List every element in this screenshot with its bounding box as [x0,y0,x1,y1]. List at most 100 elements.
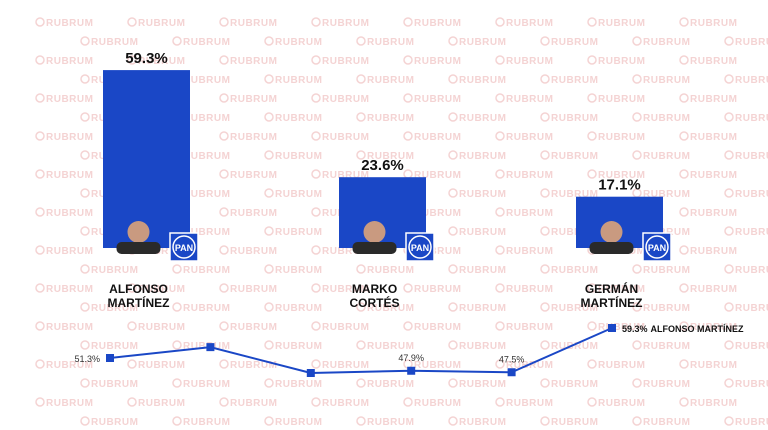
logo-ring [172,235,196,259]
watermark: RUBRUM [414,360,461,371]
watermark-icon [80,226,90,236]
watermark: RUBRUM [459,303,506,314]
watermark-icon [679,397,689,407]
watermark-icon [632,378,642,388]
value-label: 59.3% [125,50,168,67]
watermark: RUBRUM [598,322,645,333]
value-label: 17.1% [598,177,641,194]
watermark: RUBRUM [690,94,737,105]
watermark-icon [448,226,458,236]
watermark: RUBRUM [230,398,277,409]
watermark: RUBRUM [551,417,598,428]
watermark-icon [35,131,45,141]
watermark-icon [35,93,45,103]
watermark-icon [495,207,505,217]
watermark-icon [587,397,597,407]
watermark-icon [632,36,642,46]
watermark: RUBRUM [414,398,461,409]
watermark-icon [632,150,642,160]
watermark: RUBRUM [598,170,645,181]
watermark: RUBRUM [643,113,690,124]
watermark: RUBRUM [459,37,506,48]
watermark: RUBRUM [551,75,598,86]
watermark-icon [403,17,413,27]
logo-ring [408,235,432,259]
watermark: RUBRUM [367,379,414,390]
watermark: RUBRUM [183,265,230,276]
watermark-icon [495,245,505,255]
watermark-icon [172,340,182,350]
watermark: RUBRUM [643,379,690,390]
watermark-icon [80,302,90,312]
watermark: RUBRUM [230,246,277,257]
logo-box [405,232,435,262]
series-name: ALFONSO MARTÍNEZ [651,324,744,334]
watermark: RUBRUM [598,284,645,295]
watermark-icon [80,36,90,46]
watermark: RUBRUM [459,265,506,276]
watermark-icon [264,416,274,426]
watermark: RUBRUM [459,113,506,124]
watermark-icon [724,340,734,350]
watermark-icon [587,283,597,293]
photo-head [363,221,386,243]
watermark-icon [679,245,689,255]
watermark: RUBRUM [459,379,506,390]
watermark: RUBRUM [690,284,737,295]
watermark: RUBRUM [459,341,506,352]
watermark-icon [219,55,229,65]
watermark: RUBRUM [414,208,461,219]
watermark-icon [311,245,321,255]
watermark: RUBRUM [183,75,230,86]
logo-box [642,232,672,262]
watermark-icon [80,188,90,198]
watermark-icon [35,17,45,27]
watermark-icon [80,416,90,426]
watermark: RUBRUM [230,94,277,105]
watermark: RUBRUM [598,398,645,409]
watermark-icon [35,321,45,331]
watermark: RUBRUM [183,113,230,124]
marker [206,343,215,352]
watermark: RUBRUM [735,379,768,390]
watermark-icon [356,150,366,160]
watermark: RUBRUM [506,94,553,105]
logo-text: PAN [648,243,666,253]
watermark-icon [632,302,642,312]
watermark: RUBRUM [91,265,138,276]
watermark: RUBRUM [138,360,185,371]
watermark: RUBRUM [643,75,690,86]
watermark-icon [495,93,505,103]
watermark: RUBRUM [506,56,553,67]
watermark: RUBRUM [735,227,768,238]
watermark-icon [448,36,458,46]
watermark: RUBRUM [551,189,598,200]
watermark-icon [264,112,274,122]
watermark: RUBRUM [506,398,553,409]
watermark-icon [403,283,413,293]
watermark-icon [172,378,182,388]
watermark-icon [356,74,366,84]
watermark-icon [311,93,321,103]
watermark: RUBRUM [367,303,414,314]
watermark: RUBRUM [275,113,322,124]
watermark: RUBRUM [735,341,768,352]
watermark-icon [127,321,137,331]
watermark-icon [724,416,734,426]
watermark-icon [356,302,366,312]
watermark: RUBRUM [230,284,277,295]
watermark-icon [403,93,413,103]
watermark-icon [264,150,274,160]
watermark-icon [679,131,689,141]
watermark: RUBRUM [643,37,690,48]
value-label: 23.6% [361,157,404,174]
watermark-icon [495,397,505,407]
photo-body [589,242,634,254]
watermark: RUBRUM [46,132,93,143]
watermark-icon [495,131,505,141]
logo-box [169,232,199,262]
watermark-icon [264,302,274,312]
watermark-icon [540,74,550,84]
watermark-icon [540,226,550,236]
